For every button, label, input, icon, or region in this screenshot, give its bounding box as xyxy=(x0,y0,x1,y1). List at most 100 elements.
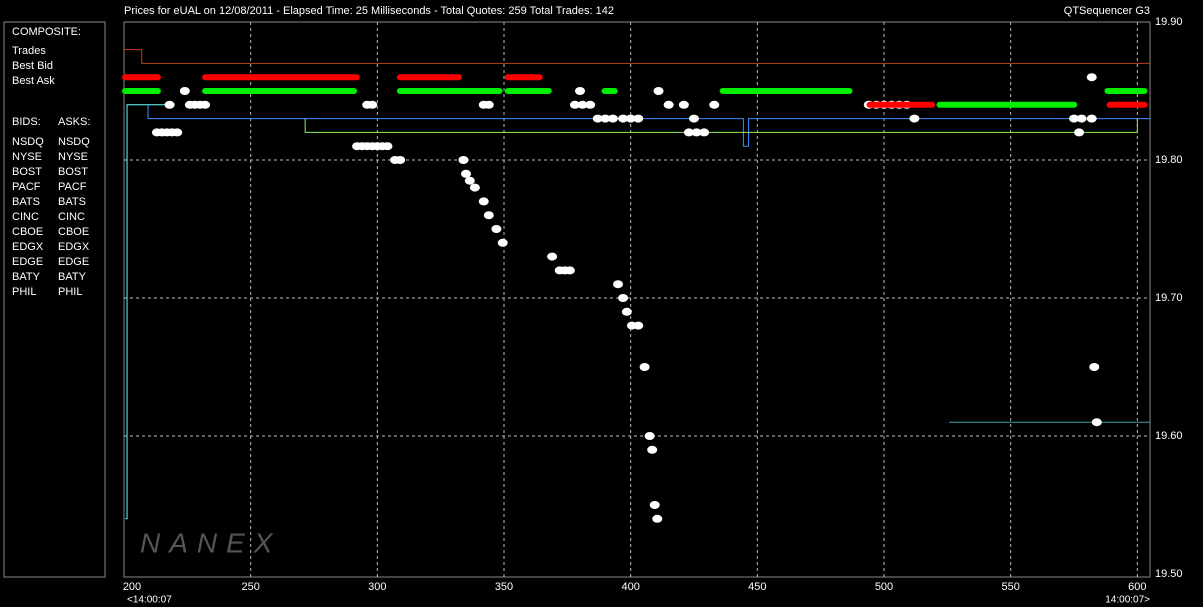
legend-bid: NSDQ xyxy=(12,136,44,148)
trade xyxy=(172,128,183,137)
trade xyxy=(491,225,502,233)
trade xyxy=(1069,114,1079,123)
ask-quote-line xyxy=(124,49,1150,64)
legend-entry: Best Bid xyxy=(12,60,53,72)
trade xyxy=(1074,128,1085,137)
trade xyxy=(469,183,480,192)
trade xyxy=(179,87,190,95)
trade xyxy=(618,294,629,302)
trade xyxy=(569,100,580,109)
trade xyxy=(663,100,674,109)
trade xyxy=(1091,418,1102,427)
trade xyxy=(691,128,702,137)
bid-quote-line xyxy=(147,104,1150,147)
x-start-label: <14:00:07 xyxy=(127,595,172,606)
trade xyxy=(625,114,636,123)
trade xyxy=(164,100,175,109)
trade xyxy=(649,501,660,509)
y-tick-label: 19.60 xyxy=(1155,430,1183,442)
trade xyxy=(621,307,632,316)
asks-title: ASKS: xyxy=(58,116,90,128)
legend-bid: EDGX xyxy=(12,241,44,253)
legend-ask: PACF xyxy=(58,181,87,193)
legend-bid: CINC xyxy=(12,211,39,223)
legend-ask: BATS xyxy=(58,196,86,208)
legend-bid: BOST xyxy=(12,166,42,178)
legend-ask: CINC xyxy=(58,211,85,223)
legend-entry: Best Ask xyxy=(12,75,55,87)
trade xyxy=(1089,363,1100,371)
x-tick-label: 550 xyxy=(1001,581,1019,593)
plot-frame xyxy=(123,21,1151,578)
trade xyxy=(613,280,623,289)
trade xyxy=(653,87,664,95)
trade xyxy=(200,100,211,109)
trade xyxy=(683,128,694,137)
trade xyxy=(483,100,494,109)
x-tick-label: 600 xyxy=(1128,581,1146,593)
legend-ask: PHIL xyxy=(58,286,82,298)
legend-panel xyxy=(3,21,106,578)
watermark: NANEX xyxy=(140,527,281,558)
x-tick-label: 400 xyxy=(621,581,639,593)
y-tick-label: 19.50 xyxy=(1155,568,1183,580)
trade xyxy=(633,114,644,123)
legend-ask: NSDQ xyxy=(58,136,90,148)
trade xyxy=(461,169,471,178)
trade xyxy=(577,100,588,109)
trade xyxy=(639,363,650,371)
trade xyxy=(644,432,655,440)
bids-title: BIDS: xyxy=(12,116,41,128)
trade xyxy=(575,87,585,95)
trade xyxy=(464,176,475,185)
x-tick-label: 350 xyxy=(495,581,513,593)
trade xyxy=(647,445,658,454)
trade xyxy=(382,142,393,151)
legend-bid: BATS xyxy=(12,196,40,208)
legend-ask: CBOE xyxy=(58,226,89,238)
x-tick-label: 300 xyxy=(368,581,386,593)
trade xyxy=(689,114,699,123)
trade xyxy=(564,266,575,275)
y-tick-label: 19.70 xyxy=(1155,292,1183,304)
x-tick-label: 200 xyxy=(123,581,141,593)
legend-bid: EDGE xyxy=(12,256,43,268)
trade xyxy=(607,114,618,123)
trade xyxy=(585,100,596,109)
trade xyxy=(600,114,611,123)
legend-ask: BOST xyxy=(58,166,88,178)
legend-ask: EDGX xyxy=(58,241,90,253)
trade xyxy=(367,100,378,109)
legend-bid: BATY xyxy=(12,271,41,283)
trade xyxy=(1086,114,1097,123)
y-tick-label: 19.90 xyxy=(1155,16,1183,28)
legend-bid: NYSE xyxy=(12,151,42,163)
trade xyxy=(909,114,920,123)
x-end-label: 14:00:07> xyxy=(1105,595,1150,606)
legend-ask: NYSE xyxy=(58,151,88,163)
trade xyxy=(709,100,720,109)
x-tick-label: 500 xyxy=(875,581,893,593)
bid-quote-line xyxy=(125,104,175,520)
trade xyxy=(458,156,469,164)
x-tick-label: 250 xyxy=(241,581,259,593)
trade xyxy=(1086,73,1097,82)
trade xyxy=(497,238,508,247)
legend-bid: PACF xyxy=(12,181,41,193)
legend-bid: PHIL xyxy=(12,286,36,298)
title: Prices for eUAL on 12/08/2011 - Elapsed … xyxy=(124,5,614,17)
trade xyxy=(1076,114,1087,123)
trade xyxy=(699,128,710,137)
legend-ask: EDGE xyxy=(58,256,89,268)
bid-quote-line xyxy=(304,118,1138,133)
legend-entry: Trades xyxy=(12,45,46,57)
trade xyxy=(395,156,406,164)
trade xyxy=(618,114,629,123)
trade xyxy=(633,321,644,330)
composite-title: COMPOSITE: xyxy=(12,26,81,38)
trade xyxy=(547,252,558,261)
legend-bid: CBOE xyxy=(12,226,43,238)
trade xyxy=(478,197,489,206)
trade xyxy=(652,514,663,523)
